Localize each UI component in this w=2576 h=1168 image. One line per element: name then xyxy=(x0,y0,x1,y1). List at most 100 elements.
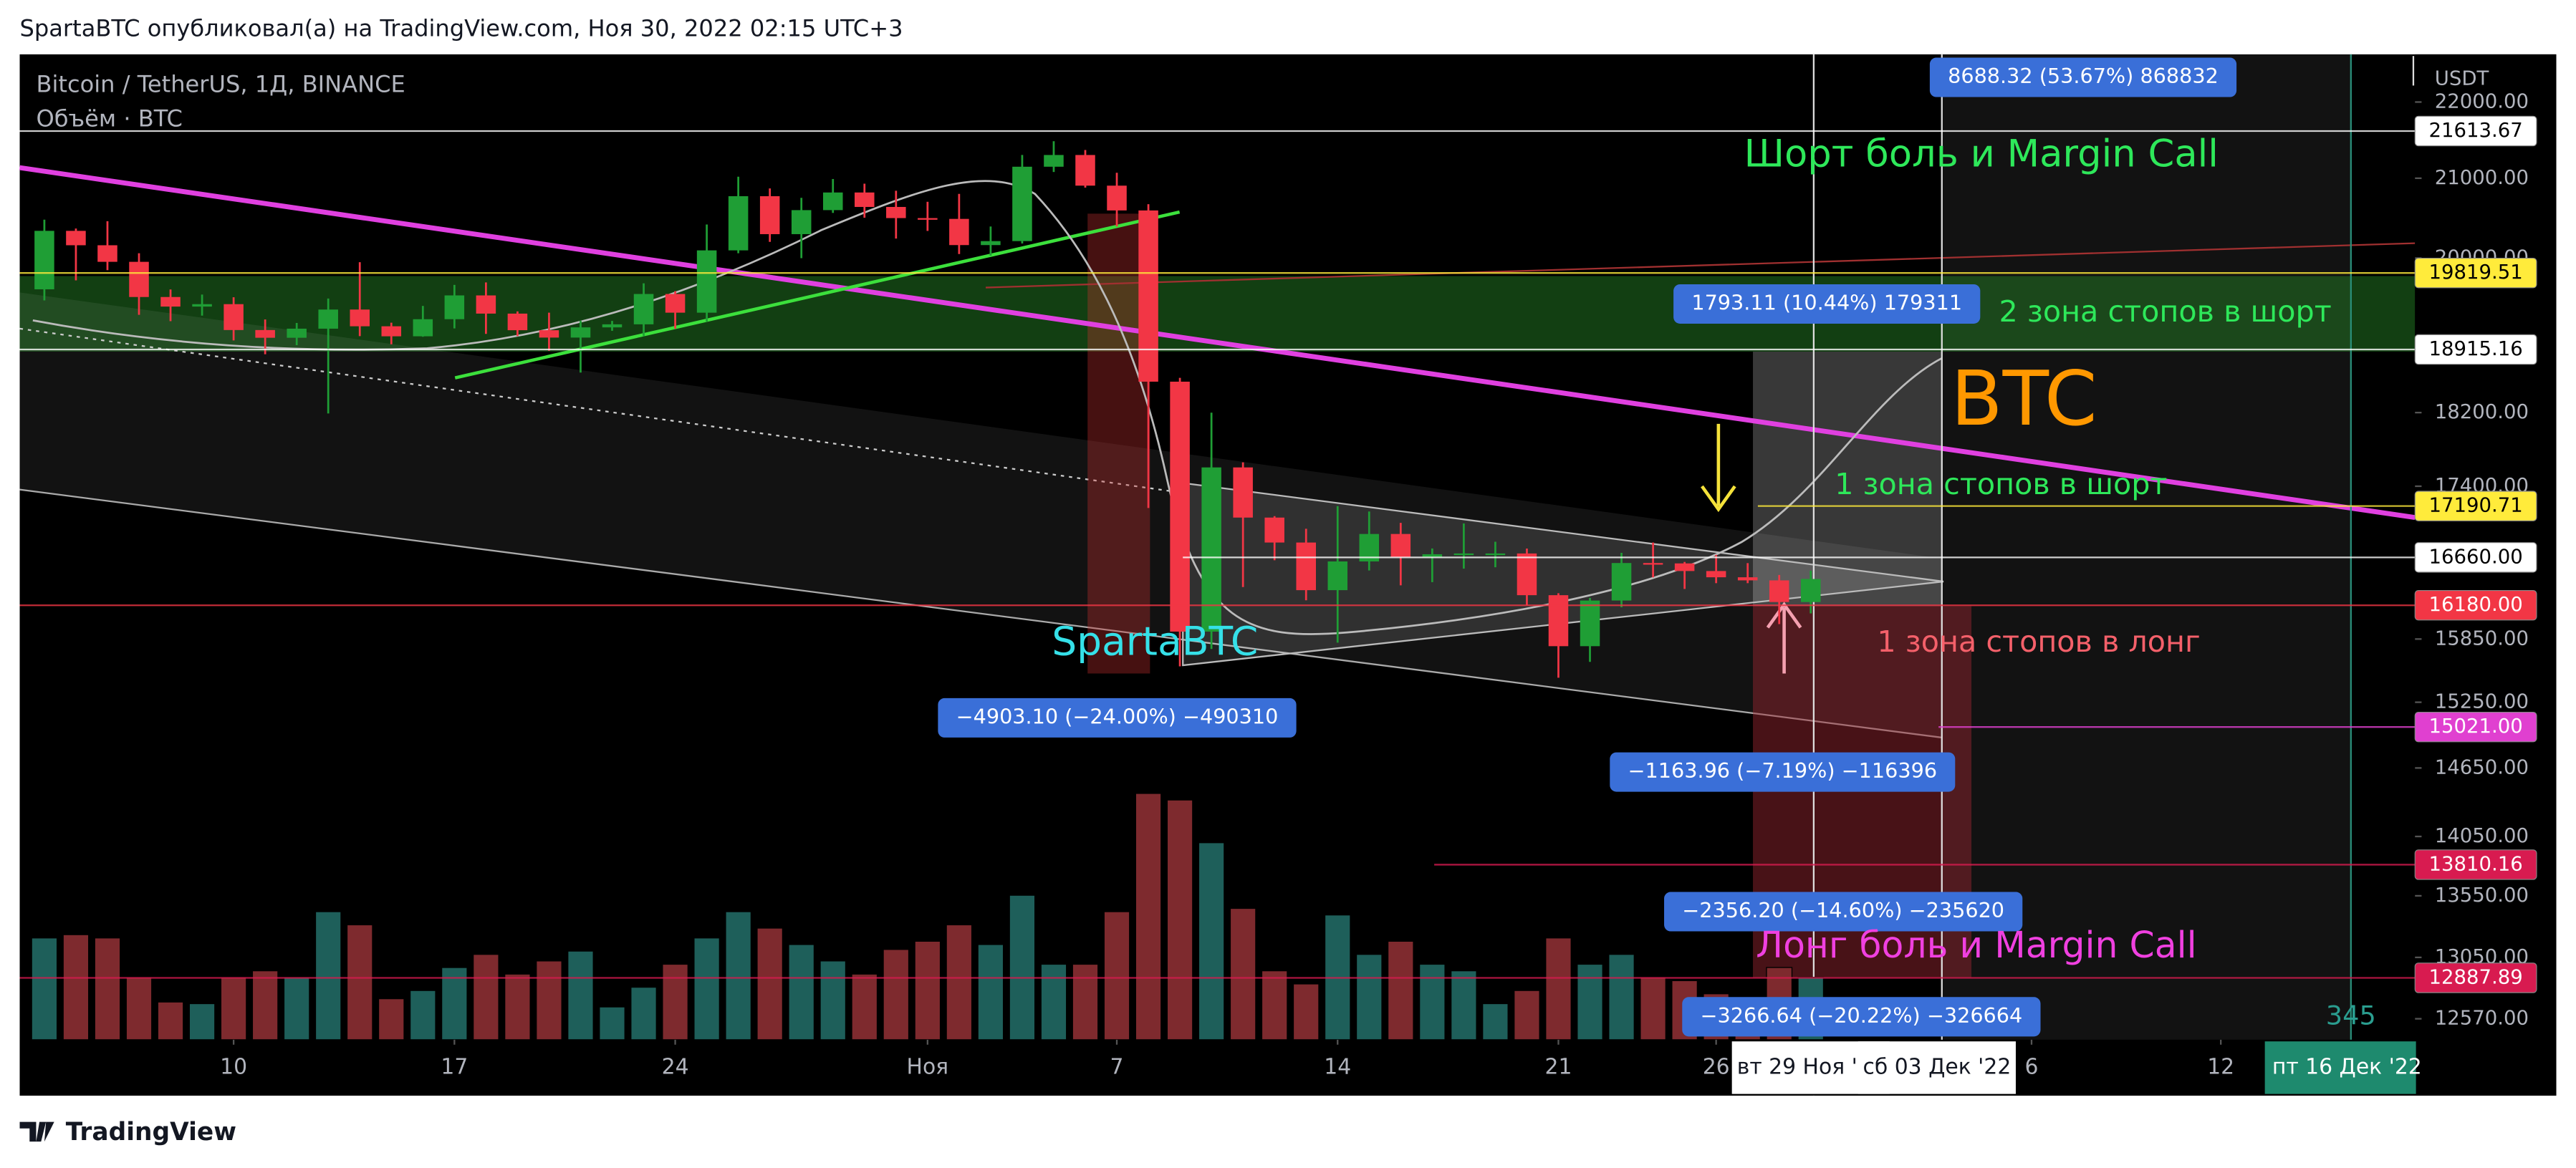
candle-body xyxy=(1107,185,1127,211)
x-tick-label: 24 xyxy=(662,1054,689,1079)
candle-body xyxy=(160,296,181,307)
candle-body xyxy=(129,261,149,297)
candle-body xyxy=(1201,467,1221,632)
y-tick-label: 14050.00 xyxy=(2435,824,2529,847)
candle-body xyxy=(791,210,812,234)
annotation: BTC xyxy=(1951,354,2097,443)
volume-bar xyxy=(314,911,342,1041)
chart-title: Bitcoin / TetherUS, 1Д, BINANCE xyxy=(36,70,405,97)
candle-body xyxy=(918,218,938,220)
candle-body xyxy=(1517,553,1537,596)
candle-body xyxy=(318,309,338,329)
measure-label: −3266.64 (−20.22%) −326664 xyxy=(1700,1003,2022,1028)
annotation: SpartaBTC xyxy=(1052,618,1258,664)
candle-body xyxy=(1453,553,1474,556)
y-tick-label: 13550.00 xyxy=(2435,884,2529,907)
candle-body xyxy=(1580,600,1600,647)
unit: USDT xyxy=(2435,67,2489,90)
volume-bar xyxy=(599,1006,625,1041)
volume-bar xyxy=(346,924,373,1041)
cursor-label-bg xyxy=(2264,1041,2416,1094)
volume-bar xyxy=(630,986,658,1041)
annotation: Лонг боль и Margin Call xyxy=(1756,924,2197,966)
candle-body xyxy=(287,328,307,338)
candle-body xyxy=(1611,563,1632,601)
candle-body xyxy=(759,196,780,234)
volume-bar xyxy=(1009,894,1036,1041)
volume-bar xyxy=(567,950,594,1041)
price-label-bg xyxy=(2414,590,2537,621)
price-label-bg xyxy=(2414,849,2537,880)
measure-box xyxy=(1673,284,1981,324)
candle-body xyxy=(822,192,843,211)
candle-body xyxy=(886,206,906,218)
volume-bar xyxy=(820,960,847,1041)
candle-body xyxy=(1327,561,1348,591)
x-tick-label: 12 xyxy=(2207,1054,2234,1079)
candle-body xyxy=(350,309,370,327)
volume-bar xyxy=(251,970,279,1041)
volume-bar xyxy=(1135,793,1162,1041)
x-tick-label: Ноя xyxy=(907,1054,949,1079)
volume-bar xyxy=(94,937,121,1041)
price-label-bg xyxy=(2414,491,2537,521)
candle-body xyxy=(1643,563,1663,565)
x-tick-label: 10 xyxy=(220,1054,247,1079)
candle-body xyxy=(34,231,54,289)
candle-body xyxy=(1170,381,1190,632)
arrow xyxy=(1701,485,1736,513)
price-label: 21613.67 xyxy=(2428,119,2522,142)
measure-label: 1793.11 (10.44%) 179311 xyxy=(1691,290,1962,314)
candle-body xyxy=(381,326,402,337)
zone xyxy=(19,276,2416,352)
volume-bar xyxy=(1103,911,1130,1041)
price-label-bg xyxy=(2414,115,2537,147)
candle-body xyxy=(633,294,654,324)
x-tick-label: 6 xyxy=(2024,1054,2038,1079)
volume-bar xyxy=(788,944,815,1041)
candle-body xyxy=(570,327,591,338)
price-label: 16660.00 xyxy=(2428,545,2522,568)
candle-body xyxy=(1485,553,1506,556)
dotted-line xyxy=(19,327,1183,494)
x-tick-label: 26 xyxy=(1703,1054,1730,1079)
trend-line xyxy=(985,242,2416,289)
x-tick-label: 17 xyxy=(441,1054,468,1079)
candle-body xyxy=(696,250,717,313)
measure-box xyxy=(938,698,1297,738)
volume-bar xyxy=(220,977,247,1041)
volume-bar xyxy=(914,940,941,1041)
measure-label: −4903.10 (−24.00%) −490310 xyxy=(956,704,1279,728)
annotation: 2 зона стопов в шорт xyxy=(1999,294,2332,329)
cursor-label-bg xyxy=(1857,1041,2016,1094)
volume-bar xyxy=(693,937,721,1041)
annotation: Шорт боль и Margin Call xyxy=(1744,132,2219,176)
volume-bar xyxy=(756,927,784,1041)
price-label: 13810.16 xyxy=(2428,852,2522,875)
candle-body xyxy=(224,304,244,330)
volume-bar xyxy=(1608,953,1635,1041)
candle-body xyxy=(1012,166,1032,241)
annotation: 1 зона стопов в лонг xyxy=(1877,624,2200,659)
cursor-label: сб 03 Дек '22 xyxy=(1863,1054,2011,1079)
candle-body xyxy=(1769,580,1789,602)
channel-line xyxy=(19,488,1942,739)
candle-body xyxy=(507,313,528,331)
y-tick-label: 12570.00 xyxy=(2435,1007,2529,1030)
channel xyxy=(19,292,1942,738)
candle-body xyxy=(192,304,212,307)
candle-body xyxy=(602,324,623,328)
candle-body xyxy=(1138,210,1158,382)
price-label: 18915.16 xyxy=(2428,337,2522,360)
candle-body xyxy=(1422,554,1443,558)
price-label: 17190.71 xyxy=(2428,494,2522,517)
range-box xyxy=(1753,351,1942,607)
volume-bar xyxy=(1198,842,1225,1041)
candle-body xyxy=(413,319,433,337)
price-label: 12887.89 xyxy=(2428,965,2522,988)
footer: TradingView xyxy=(66,1118,236,1147)
y-tick-label: 18200.00 xyxy=(2435,400,2529,423)
logo-icon xyxy=(19,1121,54,1142)
cursor-label: пт 16 Дек '22 xyxy=(2272,1054,2422,1079)
y-tick-label: 15850.00 xyxy=(2435,627,2529,650)
